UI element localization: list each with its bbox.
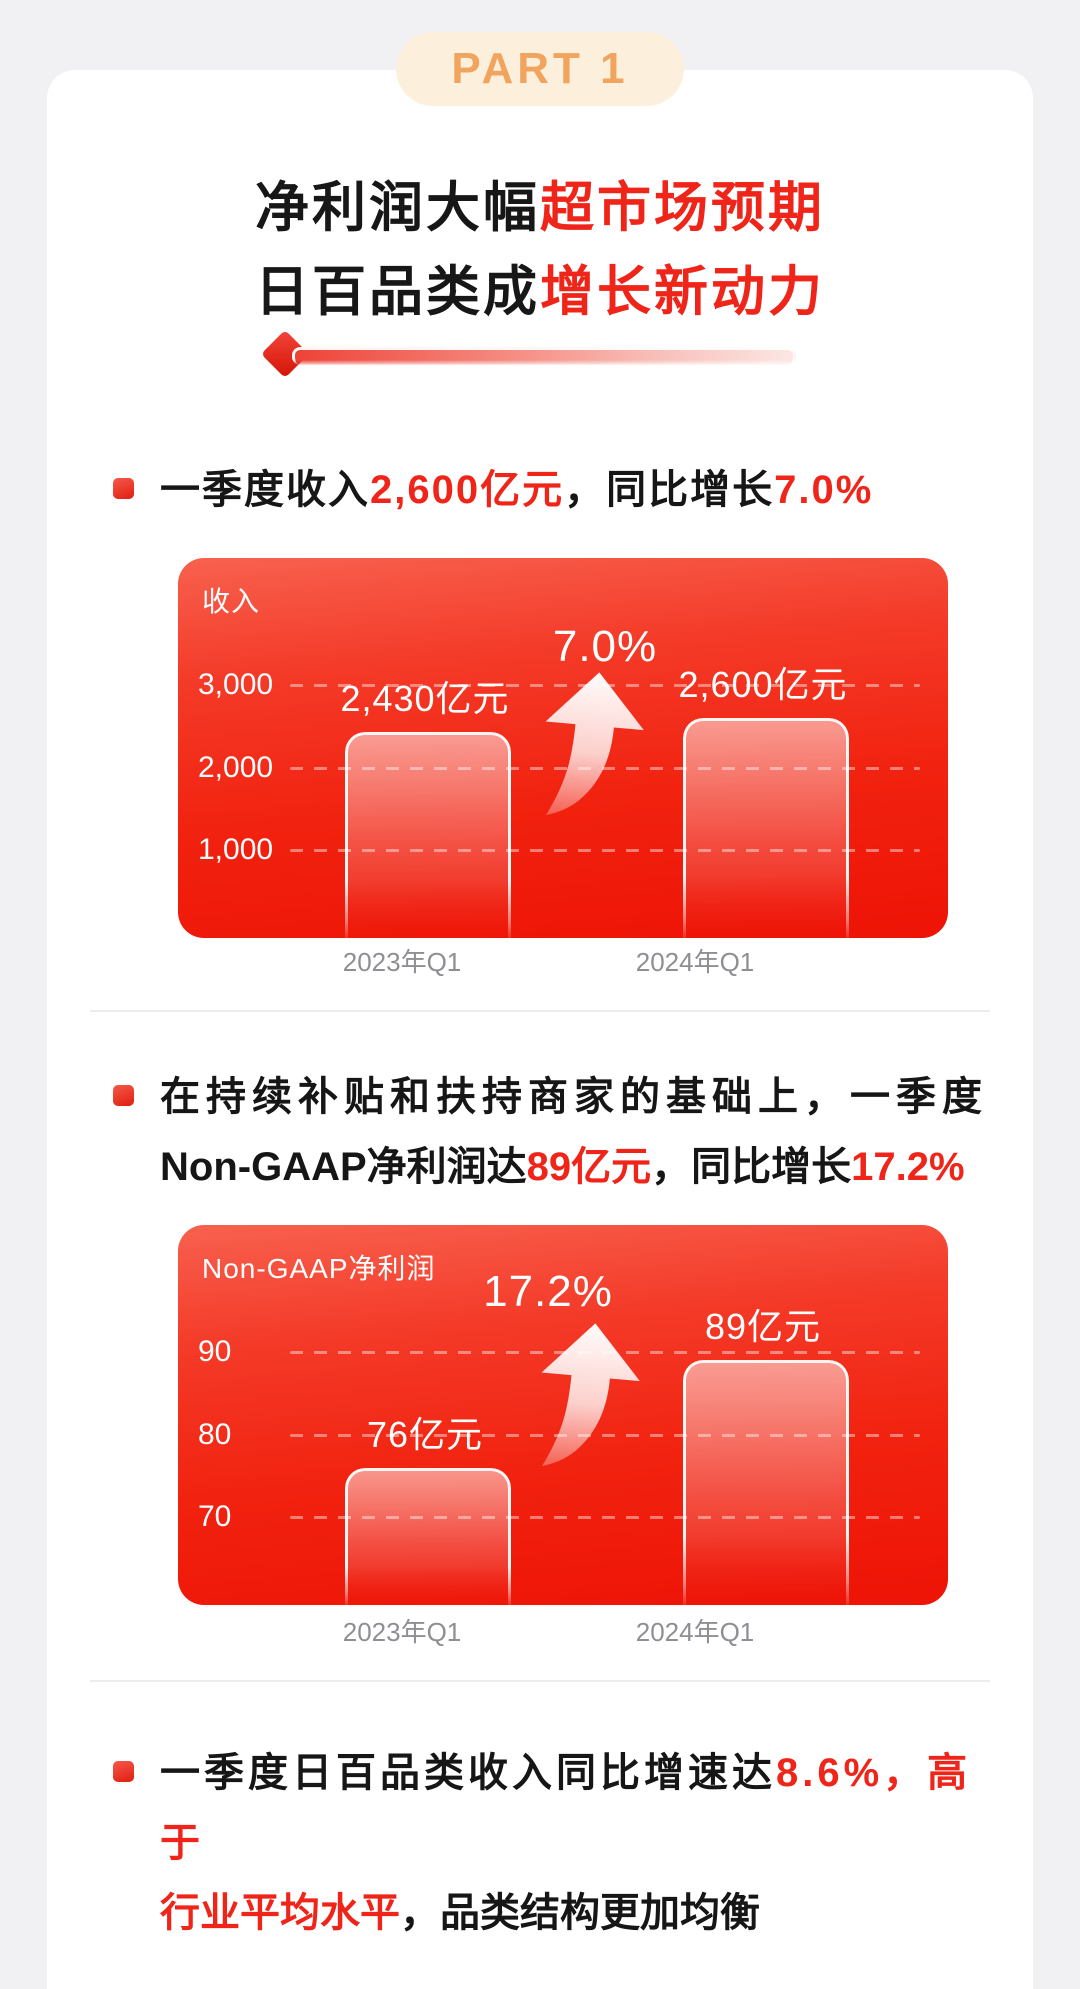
title-line-2: 日百品类成增长新动力	[0, 250, 1080, 334]
y-axis-label: 80	[198, 1418, 232, 1451]
gridline	[290, 767, 920, 770]
bullet-category-text-dark: 一季度日百品类收入同比增速达	[160, 1751, 776, 1795]
y-axis-label: 2,000	[198, 751, 274, 784]
gridline	[290, 849, 920, 852]
bullet-profit-line-2: Non-GAAP净利润达89亿元，同比增长17.2%	[160, 1132, 1000, 1202]
bullet-category-line-2: 行业平均水平，品类结构更加均衡	[160, 1878, 1000, 1948]
content-card	[47, 70, 1033, 1989]
bar-2023-q1	[345, 732, 511, 938]
bullet-profit-growth: 17.2%	[851, 1145, 965, 1189]
bullet-square-icon	[113, 478, 134, 499]
x-axis-label-2024: 2024年Q1	[635, 1617, 755, 1647]
part-badge-label: PART 1	[451, 44, 629, 93]
bullet-revenue-text-dark: 一季度收入	[160, 468, 370, 512]
bullet-square-icon	[113, 1085, 134, 1106]
bullet-profit-text-dark: Non-GAAP净利润达	[160, 1145, 527, 1189]
y-axis-label: 70	[198, 1500, 232, 1533]
bullet-profit-value: 89亿元	[526, 1145, 652, 1189]
gridline	[290, 1434, 920, 1437]
growth-percent-label: 7.0%	[552, 622, 658, 671]
bullet-revenue-text: 一季度收入2,600亿元，同比增长7.0%	[160, 455, 1000, 525]
bullet-revenue-text-dark-2: ，同比增长	[564, 468, 775, 512]
bullet-category-text-red: 行业平均水平	[160, 1891, 400, 1935]
y-axis-label: 90	[198, 1335, 232, 1368]
bullet-category-text: 一季度日百品类收入同比增速达8.6%，高于 行业平均水平，品类结构更加均衡	[160, 1738, 1000, 1948]
x-axis-labels-revenue: 2023年Q1 2024年Q1	[178, 942, 948, 982]
x-axis-label-2024: 2024年Q1	[635, 947, 755, 977]
bar-value-label: 76亿元	[366, 1413, 484, 1455]
bar-value-label: 2,430亿元	[340, 678, 510, 720]
x-axis-label-2023: 2023年Q1	[342, 947, 462, 977]
bullet-category-growth: 8.6%，高于	[160, 1751, 972, 1865]
y-axis-label: 1,000	[198, 833, 274, 866]
bullet-item-category: 一季度日百品类收入同比增速达8.6%，高于 行业平均水平，品类结构更加均衡	[113, 1738, 1000, 1948]
x-axis-label-2023: 2023年Q1	[342, 1617, 462, 1647]
bar-2024-q1	[683, 718, 849, 938]
bullet-revenue-growth: 7.0%	[774, 468, 874, 512]
bullet-category-text-dark-2: ，品类结构更加均衡	[400, 1891, 760, 1935]
bullet-profit-line-1: 在持续补贴和扶持商家的基础上，一季度	[160, 1075, 988, 1119]
bullet-profit-text-dark-2: ，同比增长	[651, 1145, 852, 1189]
part-badge: PART 1	[396, 32, 684, 106]
title-line-1: 净利润大幅超市场预期	[0, 166, 1080, 250]
growth-percent-label: 17.2%	[483, 1267, 613, 1316]
revenue-chart-panel: 收入 7.0% 3,000 2,000 1,000 2,430亿元 2,600亿…	[178, 558, 948, 938]
bar-value-label: 89亿元	[704, 1306, 822, 1348]
divider-gradient-bar	[292, 347, 796, 365]
bar-value-label: 2,600亿元	[678, 664, 848, 705]
bullet-item-revenue: 一季度收入2,600亿元，同比增长7.0%	[113, 455, 1000, 525]
title-divider	[260, 329, 796, 379]
title-line-2-red: 增长新动力	[540, 262, 825, 322]
bullet-item-profit: 在持续补贴和扶持商家的基础上，一季度 Non-GAAP净利润达89亿元，同比增长…	[113, 1062, 1000, 1202]
growth-arrow-icon	[545, 672, 644, 816]
chart-title: 收入	[202, 586, 261, 617]
title-line-2-dark: 日百品类成	[255, 262, 540, 322]
title-line-1-red: 超市场预期	[540, 178, 825, 238]
bullet-square-icon	[113, 1761, 134, 1782]
profit-chart-panel: Non-GAAP净利润 17.2% 90 80 70 76亿元 89亿元	[178, 1225, 948, 1605]
bullet-profit-text: 在持续补贴和扶持商家的基础上，一季度 Non-GAAP净利润达89亿元，同比增长…	[160, 1062, 1000, 1202]
y-axis-label: 3,000	[198, 668, 274, 701]
growth-arrow-icon	[541, 1323, 640, 1467]
section-divider	[90, 1010, 990, 1012]
bar-2023-q1	[345, 1467, 511, 1605]
section-divider	[90, 1680, 990, 1682]
x-axis-labels-profit: 2023年Q1 2024年Q1	[178, 1612, 948, 1652]
bar-2024-q1	[683, 1360, 849, 1605]
title-line-1-dark: 净利润大幅	[255, 178, 540, 238]
bullet-category-line-1: 一季度日百品类收入同比增速达8.6%，高于	[160, 1738, 1000, 1878]
chart-title: Non-GAAP净利润	[202, 1253, 436, 1284]
bullet-revenue-value: 2,600亿元	[370, 468, 565, 512]
page-title: 净利润大幅超市场预期 日百品类成增长新动力	[0, 166, 1080, 334]
gridline	[290, 1516, 920, 1519]
